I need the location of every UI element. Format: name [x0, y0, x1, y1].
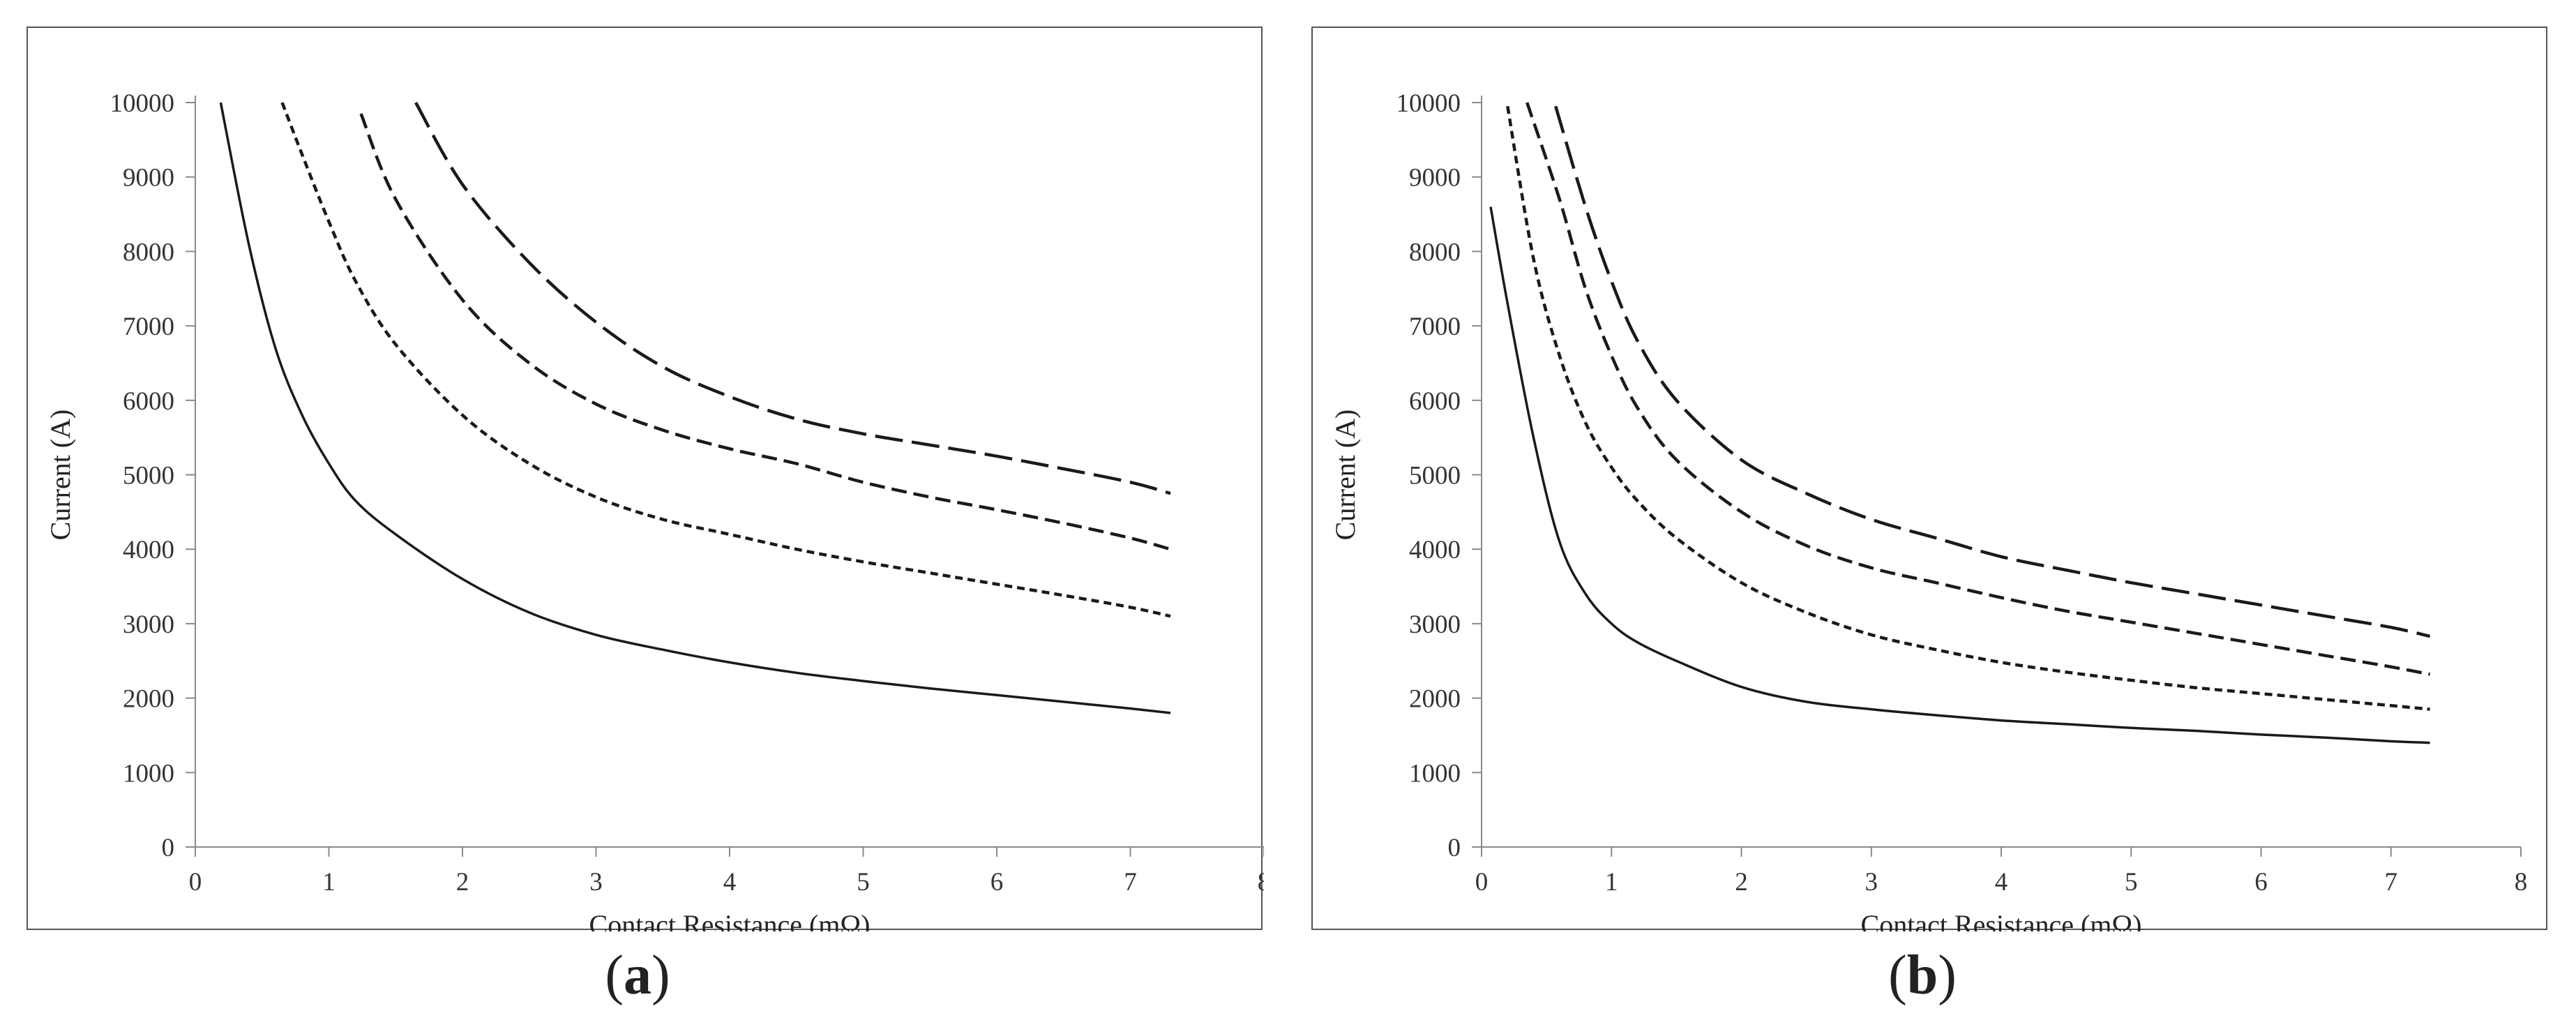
panel-label-b-open: ( — [1888, 945, 1907, 1006]
panel-label-a-open: ( — [605, 945, 624, 1006]
chart-a-x-tick-label: 6 — [991, 868, 1004, 897]
chart-b-y-tick-label: 10000 — [1396, 89, 1461, 118]
chart-a-y-tick-label: 5000 — [123, 462, 174, 490]
chart-a-y-tick-label: 7000 — [123, 313, 174, 341]
chart-b-x-tick-label: 1 — [1605, 868, 1618, 897]
chart-a-x-tick-label: 3 — [589, 868, 603, 897]
chart-b-y-tick-label: 8000 — [1409, 238, 1461, 267]
chart-b-x-axis-title: Contact Resistance (mΩ) — [1861, 909, 2142, 931]
chart-a-x-tick-label: 0 — [189, 868, 202, 897]
chart-b-series-line-short-dash — [1506, 105, 2430, 711]
chart-a-y-tick-label: 10000 — [110, 89, 175, 118]
panel-label-a-letter: a — [624, 945, 651, 1006]
chart-b-y-tick-label: 3000 — [1409, 610, 1461, 639]
chart-a-x-tick-label: 5 — [857, 868, 870, 897]
chart-a-series-line-short-dash — [280, 102, 1171, 618]
chart-a-x-tick-label: 8 — [1258, 868, 1264, 897]
chart-b-series-line-medium-dash — [1526, 102, 2431, 676]
chart-a-x-tick-label: 2 — [456, 868, 469, 897]
chart-a-series-line-medium-dash — [359, 113, 1171, 551]
chart-b-canvas: 0 1000 2000 3000 4000 5000 6000 7000 8000 9000 100… — [1330, 89, 2527, 931]
chart-a-x-tick-label: 1 — [322, 868, 336, 897]
chart-a-y-tick-label: 8000 — [123, 238, 174, 267]
chart-b-x-tick-label: 4 — [1995, 868, 2008, 897]
chart-b-series-line-long-dash — [1554, 105, 2431, 638]
chart-a-y-tick-label: 1000 — [123, 759, 174, 788]
chart-a-y-tick-label: 9000 — [123, 164, 174, 193]
chart-b-series-line-solid — [1489, 207, 2430, 744]
chart-b-plot-group: 0 1000 2000 3000 4000 5000 6000 7000 8000 9000 100… — [1330, 89, 2527, 931]
chart-a-y-tick-label: 6000 — [123, 387, 174, 416]
panel-label-b-letter: b — [1906, 945, 1938, 1006]
chart-b-y-tick-label: 6000 — [1409, 387, 1461, 416]
chart-b-x-tick-label: 6 — [2254, 868, 2268, 897]
chart-a-plot-group: 0 1000 2000 3000 4000 5000 6000 7000 8000 9000 100… — [45, 89, 1264, 931]
chart-a-x-tick-label: 4 — [723, 868, 737, 897]
chart-b-y-tick-label: 5000 — [1409, 462, 1461, 490]
chart-panel-a: 0 1000 2000 3000 4000 5000 6000 7000 8000 9000 100… — [27, 27, 1264, 931]
chart-a-series-line-long-dash — [414, 101, 1171, 495]
chart-a-y-tick-label: 4000 — [123, 536, 174, 564]
chart-a-y-tick-label: 0 — [162, 834, 175, 862]
chart-a-series-line-solid — [219, 102, 1171, 714]
chart-b-y-tick-label: 0 — [1448, 834, 1461, 862]
chart-b-x-tick-label: 0 — [1475, 868, 1489, 897]
chart-b-x-tick-label: 8 — [2515, 868, 2528, 897]
chart-a-canvas: 0 1000 2000 3000 4000 5000 6000 7000 8000 9000 100… — [45, 89, 1264, 931]
chart-a-y-tick-label: 2000 — [123, 685, 174, 714]
chart-b-y-tick-label: 9000 — [1409, 164, 1461, 193]
chart-a-y-axis-title: Current (A) — [45, 410, 76, 541]
chart-panel-b: 0 1000 2000 3000 4000 5000 6000 7000 8000 9000 100… — [1311, 27, 2547, 931]
chart-b-x-tick-label: 5 — [2125, 868, 2138, 897]
chart-a-x-axis-title: Contact Resistance (mΩ) — [589, 909, 871, 931]
chart-b-x-tick-label: 2 — [1735, 868, 1748, 897]
panel-label-b-close: ) — [1938, 945, 1957, 1006]
chart-a-y-tick-label: 3000 — [123, 610, 174, 639]
chart-b-y-axis-title: Current (A) — [1330, 410, 1361, 541]
chart-b-y-tick-label: 2000 — [1409, 685, 1461, 714]
panel-label-a-close: ) — [651, 945, 670, 1006]
chart-a-x-tick-label: 7 — [1124, 868, 1137, 897]
chart-b-x-tick-label: 7 — [2385, 868, 2398, 897]
chart-b-x-tick-label: 3 — [1865, 868, 1878, 897]
panel-label-b: (b) — [1853, 940, 1992, 1010]
chart-b-y-tick-label: 4000 — [1409, 536, 1461, 564]
panel-label-a: (a) — [568, 940, 707, 1010]
chart-b-y-tick-label: 7000 — [1409, 313, 1461, 341]
chart-b-y-tick-label: 1000 — [1409, 759, 1461, 788]
